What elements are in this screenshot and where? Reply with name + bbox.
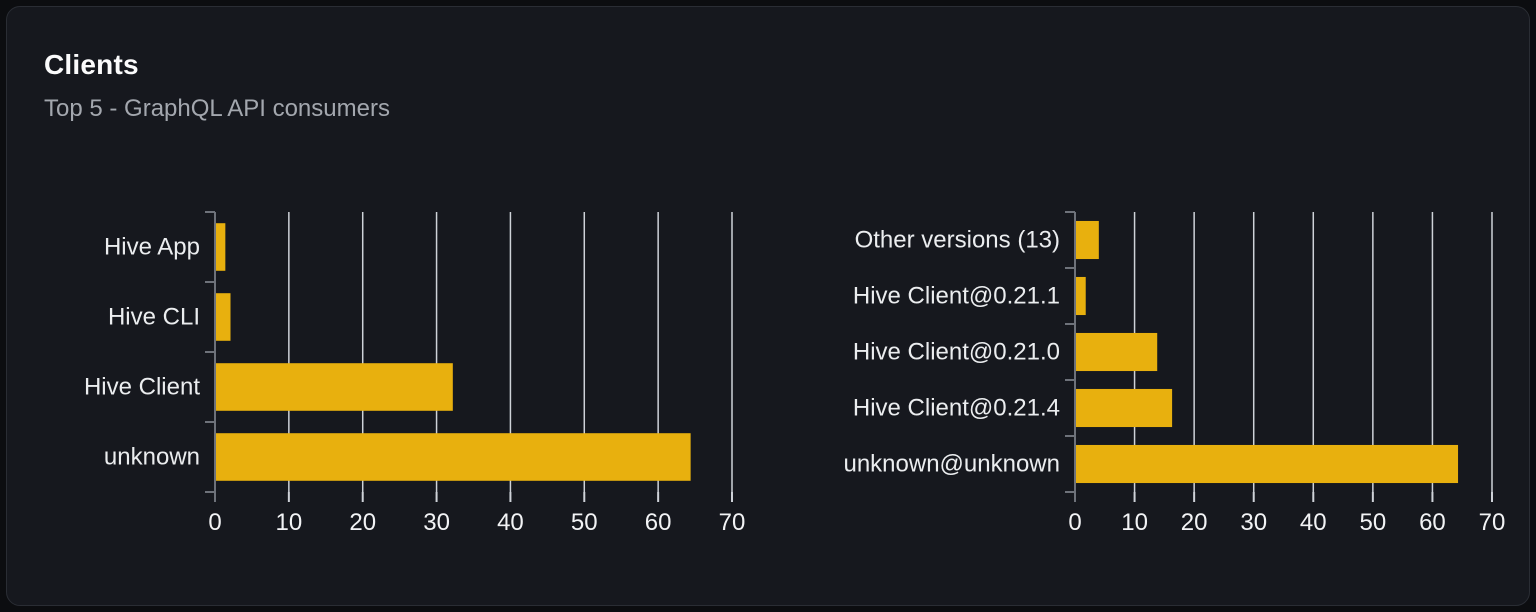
x-tick-label: 40	[497, 509, 524, 536]
bar	[1075, 388, 1173, 428]
y-category-label: unknown@unknown	[843, 451, 1060, 478]
bar	[1075, 444, 1459, 484]
x-tick-label: 40	[1300, 509, 1327, 536]
x-tick-label: 70	[719, 509, 746, 536]
bar	[215, 293, 231, 341]
x-tick-label: 50	[1360, 509, 1387, 536]
y-category-label: Hive CLI	[108, 304, 200, 331]
bar	[215, 223, 226, 271]
y-category-label: Hive App	[104, 234, 200, 261]
x-tick-label: 70	[1479, 509, 1506, 536]
clients-by-name-chart: 0 10 20 30 40 50 60 70 Hive App Hive CLI Hive Clie…	[84, 211, 746, 536]
y-category-label: Hive Client@0.21.0	[853, 339, 1060, 366]
x-tick-label: 10	[276, 509, 303, 536]
x-tick-label: 20	[1181, 509, 1208, 536]
y-category-label: Hive Client@0.21.1	[853, 283, 1060, 310]
y-category-label: Hive Client	[84, 374, 200, 401]
x-tick-label: 60	[1419, 509, 1446, 536]
x-tick-label: 60	[645, 509, 672, 536]
x-tick-label: 0	[208, 509, 221, 536]
card-title: Clients	[44, 49, 139, 80]
bar	[215, 363, 453, 411]
y-category-label: unknown	[104, 444, 200, 471]
x-tick-label: 30	[423, 509, 450, 536]
x-tick-label: 20	[349, 509, 376, 536]
y-category-label: Hive Client@0.21.4	[853, 395, 1060, 422]
x-tick-label: 30	[1240, 509, 1267, 536]
y-category-label: Other versions (13)	[855, 227, 1060, 254]
bar	[1075, 276, 1086, 316]
clients-card: Clients Top 5 - GraphQL API consumers 0 1…	[6, 6, 1530, 606]
bar	[1075, 332, 1158, 372]
card-subtitle: Top 5 - GraphQL API consumers	[44, 95, 390, 122]
x-tick-label: 10	[1121, 509, 1148, 536]
x-tick-label: 0	[1068, 509, 1081, 536]
x-tick-label: 50	[571, 509, 598, 536]
bar	[1075, 220, 1099, 260]
bar	[215, 433, 691, 481]
clients-by-version-chart: 0 10 20 30 40 50 60 70 Other versions (13) Hive C…	[843, 211, 1506, 536]
